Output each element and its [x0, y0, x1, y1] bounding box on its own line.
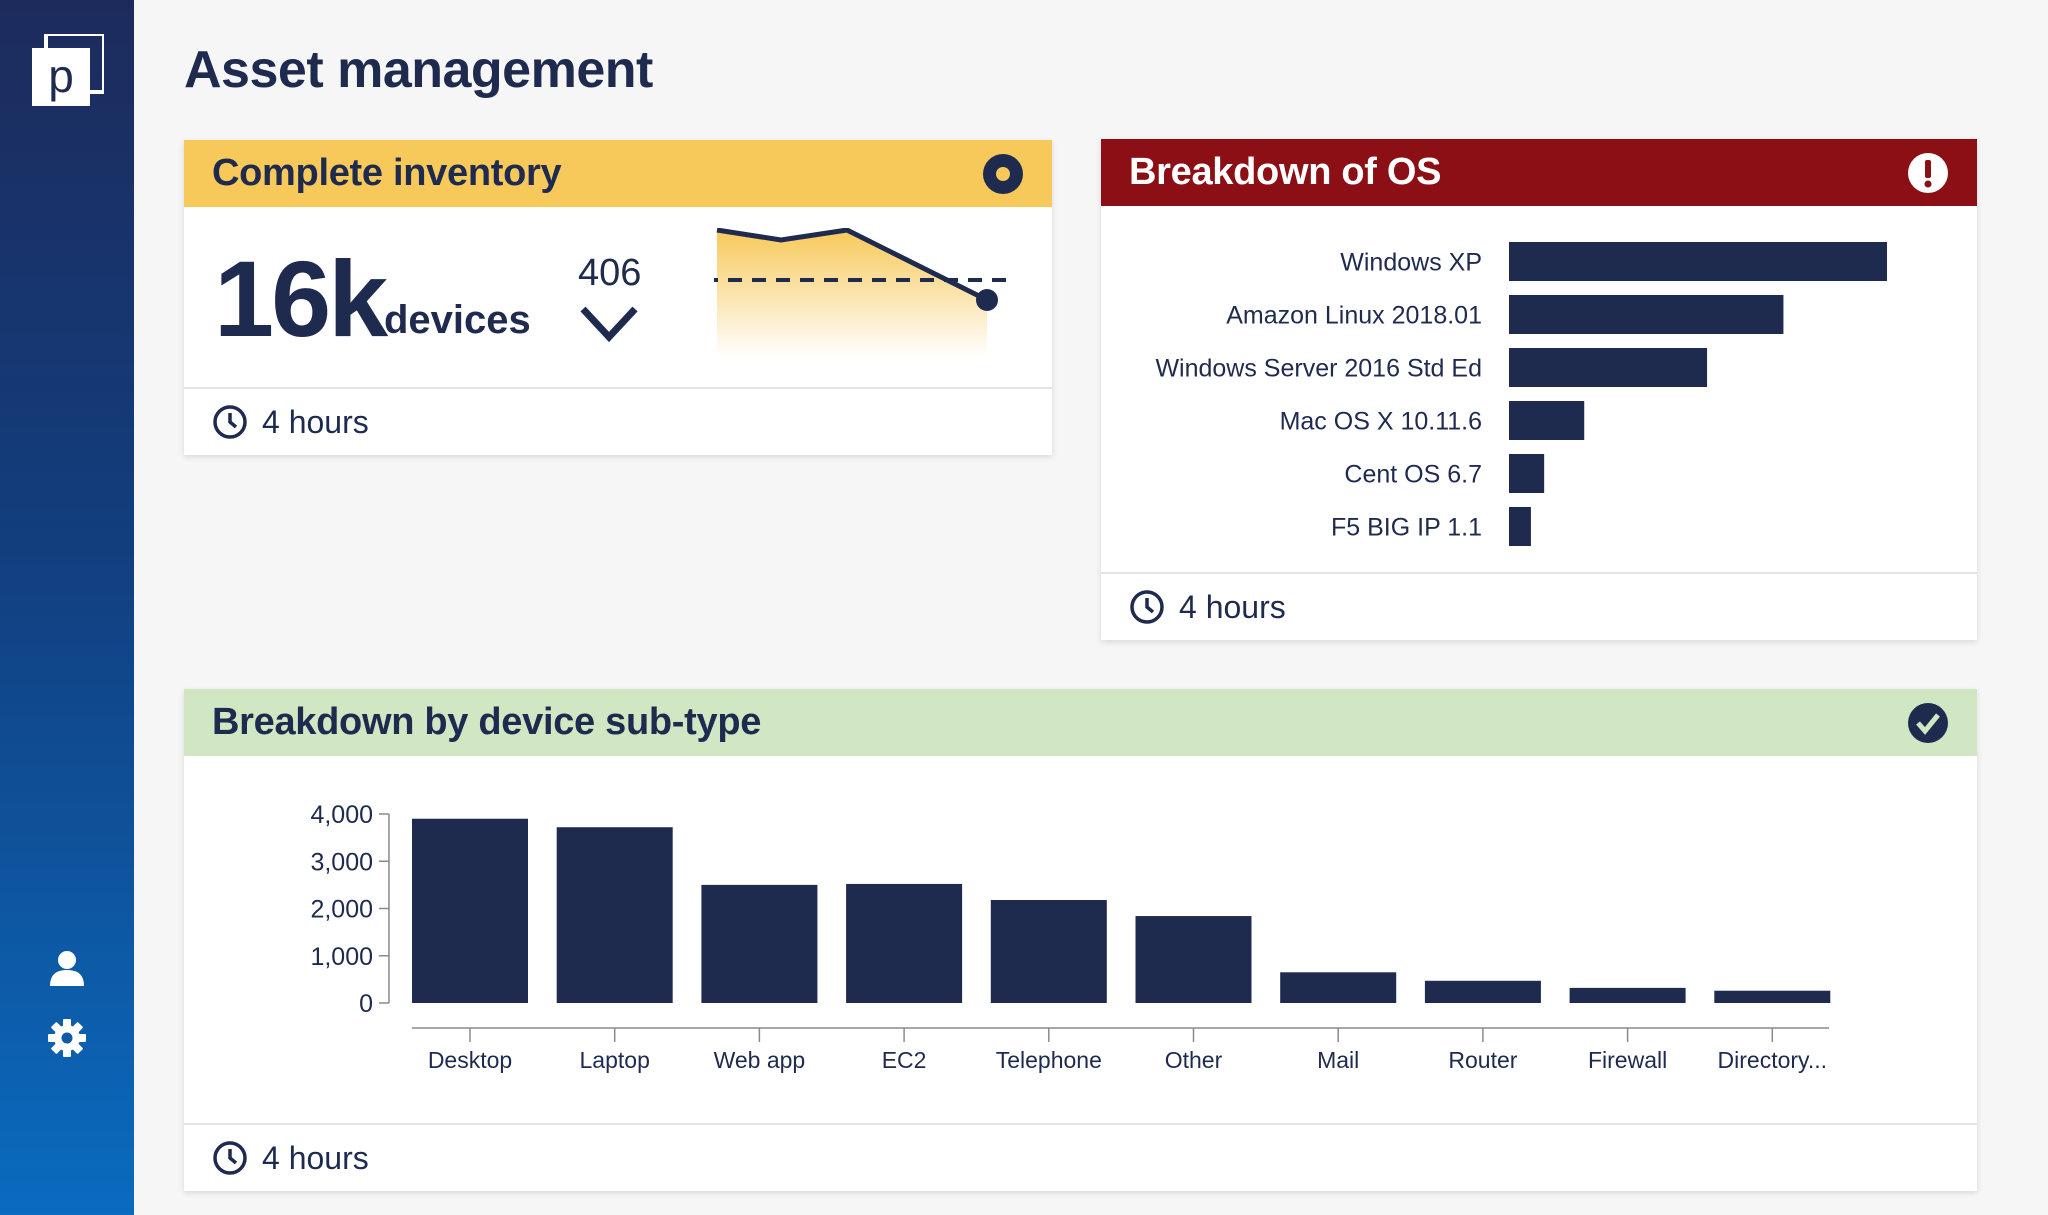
subtype-bar[interactable]: [412, 818, 528, 1003]
sidebar: p: [0, 0, 134, 1215]
os-bar[interactable]: [1509, 454, 1545, 493]
y-tick-label: 0: [359, 990, 373, 1018]
inventory-updated: 4 hours: [262, 403, 369, 440]
inventory-sparkline: [714, 228, 1016, 358]
subtype-bar[interactable]: [1280, 972, 1397, 1003]
os-bar[interactable]: [1509, 348, 1708, 387]
os-updated: 4 hours: [1179, 588, 1286, 625]
alert-icon[interactable]: [1907, 152, 1949, 194]
os-bar-label: Amazon Linux 2018.01: [1226, 302, 1482, 330]
chevron-down-icon: [580, 306, 638, 343]
x-tick-label: Laptop: [580, 1047, 650, 1073]
device-count: 16k: [214, 238, 388, 359]
os-bar[interactable]: [1509, 507, 1531, 546]
subtype-updated: 4 hours: [262, 1139, 369, 1176]
page-title: Asset management: [184, 41, 653, 99]
subtype-bar-chart: 0 1,000 2,000 3,000 4,000 Desktop Laptop Web ap…: [310, 801, 1831, 1073]
y-tick-label: 1,000: [310, 943, 373, 971]
inventory-card-title: Complete inventory: [212, 152, 562, 194]
device-count-unit: devices: [384, 298, 531, 342]
sparkline-line: [716, 228, 989, 303]
user-icon[interactable]: [47, 948, 87, 988]
sparkline-endpoint: [976, 289, 998, 311]
subtype-card-header: Breakdown by device sub-type: [184, 689, 1977, 756]
y-tick-label: 2,000: [310, 896, 373, 924]
subtype-card: Breakdown by device sub-type 0 1,000 2,000…: [184, 689, 1977, 1191]
os-bar-label: Cent OS 6.7: [1344, 461, 1482, 489]
os-card: Breakdown of OS Windows XP Amazon Linux 2…: [1101, 139, 1977, 640]
subtype-card-footer: 4 hours: [184, 1123, 1977, 1191]
os-bar-label: Windows Server 2016 Std Ed: [1155, 355, 1482, 383]
subtype-bar[interactable]: [556, 827, 673, 1003]
subtype-bar[interactable]: [990, 899, 1107, 1003]
os-card-title: Breakdown of OS: [1129, 151, 1442, 193]
subtype-bar[interactable]: [1569, 987, 1686, 1003]
subtype-bar[interactable]: [1135, 916, 1252, 1003]
os-bar-label: Windows XP: [1340, 249, 1482, 277]
x-tick-label: Desktop: [428, 1047, 512, 1073]
x-tick-label: Firewall: [1588, 1047, 1667, 1073]
os-bar-label: F5 BIG IP 1.1: [1331, 514, 1482, 542]
check-circle-icon[interactable]: [1907, 702, 1949, 744]
x-tick-label: Router: [1448, 1047, 1517, 1073]
os-bar[interactable]: [1509, 242, 1887, 281]
clock-icon: [1130, 590, 1164, 624]
subtype-bar[interactable]: [846, 883, 963, 1003]
logo-letter: p: [48, 50, 74, 102]
os-bar-label: Mac OS X 10.11.6: [1280, 408, 1482, 436]
x-tick-label: Directory...: [1718, 1047, 1827, 1073]
subtype-bar[interactable]: [1424, 980, 1541, 1003]
y-tick-label: 4,000: [310, 801, 373, 829]
x-tick-label: Mail: [1317, 1047, 1359, 1073]
gear-icon[interactable]: [47, 1018, 87, 1058]
x-tick-label: Web app: [714, 1047, 806, 1073]
device-delta: 406: [578, 252, 642, 294]
x-tick-label: EC2: [882, 1047, 927, 1073]
subtype-bar[interactable]: [701, 884, 818, 1003]
os-bar[interactable]: [1509, 401, 1585, 440]
target-icon[interactable]: [982, 153, 1024, 195]
inventory-card-header: Complete inventory: [184, 140, 1052, 207]
os-bar-chart: Windows XP Amazon Linux 2018.01 Windows Se…: [1155, 242, 1887, 546]
inventory-card-footer: 4 hours: [184, 387, 1052, 455]
os-card-header: Breakdown of OS: [1101, 139, 1977, 206]
clock-icon: [213, 1141, 247, 1175]
y-tick-label: 3,000: [310, 848, 373, 876]
x-tick-label: Other: [1165, 1047, 1223, 1073]
x-tick-label: Telephone: [996, 1047, 1102, 1073]
inventory-card: Complete inventory 16k devices 406 4 hou…: [184, 140, 1052, 455]
sparkline-area: [717, 230, 987, 358]
os-bar[interactable]: [1509, 295, 1784, 334]
subtype-bar[interactable]: [1714, 990, 1831, 1003]
subtype-card-title: Breakdown by device sub-type: [212, 701, 762, 743]
app-logo[interactable]: p: [32, 34, 104, 106]
clock-icon: [213, 405, 247, 439]
os-card-footer: 4 hours: [1101, 572, 1977, 640]
